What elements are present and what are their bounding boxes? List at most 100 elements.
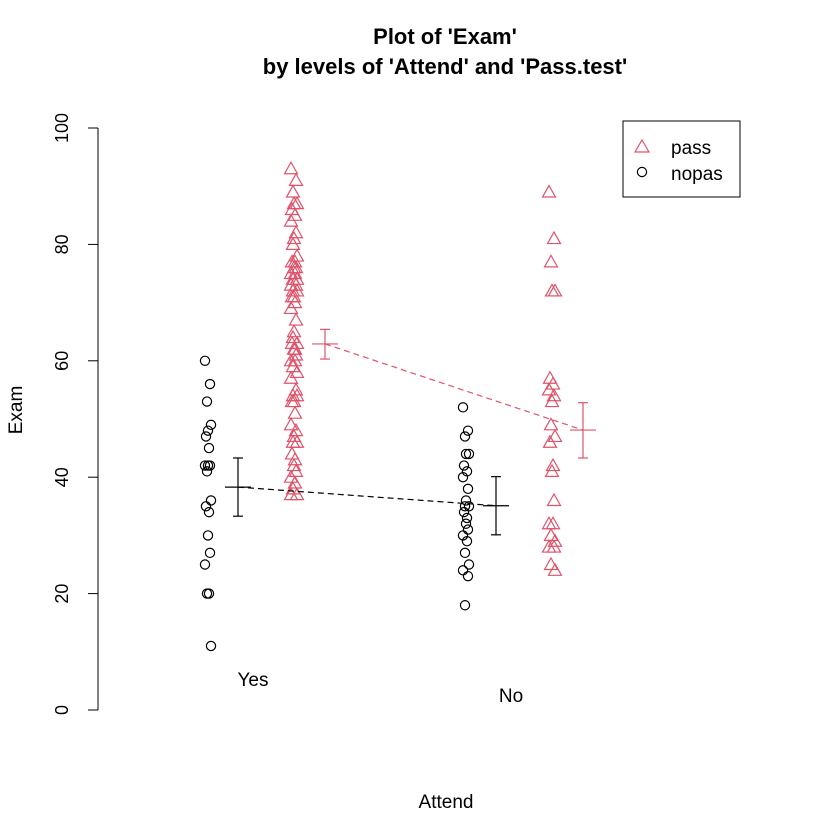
point-marker	[547, 533, 563, 547]
point-marker	[463, 448, 475, 460]
category-label: No	[499, 686, 523, 707]
point-marker	[288, 312, 304, 326]
point-marker	[283, 161, 299, 175]
legend-label-nopas: nopas	[671, 164, 723, 185]
point-marker	[459, 547, 471, 559]
point-marker	[283, 213, 299, 227]
point-marker	[541, 382, 557, 396]
point-marker	[463, 559, 475, 570]
point-marker	[201, 396, 213, 407]
point-marker	[457, 565, 469, 576]
legend-circle-icon	[636, 166, 648, 178]
point-marker	[546, 539, 562, 553]
point-marker	[461, 512, 473, 524]
point-marker	[203, 506, 215, 518]
data-markers	[199, 161, 563, 652]
point-marker	[460, 518, 472, 529]
category-label: Yes	[238, 670, 269, 691]
point-marker	[543, 254, 559, 268]
point-marker	[544, 463, 560, 477]
point-marker	[543, 527, 559, 542]
point-marker	[459, 431, 471, 442]
point-marker	[462, 483, 474, 495]
point-marker	[203, 442, 215, 454]
point-marker	[283, 486, 299, 501]
point-marker	[202, 425, 214, 436]
y-tick-label: 20	[52, 584, 72, 604]
point-marker	[202, 460, 214, 471]
point-marker	[287, 294, 303, 309]
point-marker	[204, 378, 216, 390]
y-tick-label: 60	[52, 351, 72, 371]
point-marker	[462, 570, 474, 582]
point-marker	[547, 562, 563, 576]
point-marker	[459, 600, 471, 611]
point-marker	[283, 417, 299, 431]
point-marker	[285, 184, 301, 198]
error-bars	[225, 328, 596, 536]
y-tick-label: 40	[52, 467, 72, 487]
chart-title-line1: Plot of 'Exam'	[373, 24, 517, 49]
mean-line	[324, 343, 584, 431]
point-marker	[546, 388, 562, 402]
point-marker	[460, 495, 472, 506]
point-marker	[285, 358, 301, 373]
y-tick-label: 0	[52, 705, 72, 715]
point-marker	[286, 195, 302, 210]
point-marker	[545, 376, 561, 390]
legend-label-pass: pass	[671, 138, 711, 159]
mean-lines	[237, 343, 584, 507]
point-marker	[542, 434, 558, 448]
point-marker	[543, 556, 559, 571]
point-marker	[545, 457, 561, 472]
point-marker	[288, 259, 304, 274]
point-marker	[288, 347, 304, 361]
point-marker	[544, 393, 560, 408]
point-marker	[460, 448, 472, 460]
point-marker	[289, 434, 305, 448]
y-axis: 0 20 40 60 80 100	[52, 113, 99, 715]
point-marker	[286, 230, 302, 245]
point-marker	[287, 353, 303, 367]
point-marker	[286, 323, 302, 338]
mean-line	[237, 486, 497, 507]
point-marker	[547, 428, 563, 443]
point-marker	[289, 248, 305, 262]
point-marker	[546, 230, 562, 245]
point-marker	[202, 530, 214, 541]
point-marker	[458, 506, 470, 518]
point-marker	[201, 466, 213, 477]
point-marker	[287, 207, 303, 221]
point-marker	[200, 431, 212, 442]
point-marker	[201, 588, 213, 599]
point-marker	[457, 402, 469, 413]
point-marker	[288, 172, 304, 186]
point-marker	[543, 417, 559, 431]
y-tick-label: 100	[52, 113, 72, 143]
point-marker	[283, 370, 299, 384]
point-marker	[287, 405, 303, 419]
point-marker	[546, 492, 562, 507]
point-marker	[545, 516, 561, 530]
x-axis-label: Attend	[419, 792, 474, 813]
category-labels: Yes No	[238, 670, 524, 707]
point-marker	[287, 475, 303, 489]
legend: pass nopas	[622, 120, 741, 198]
point-marker	[285, 329, 301, 344]
point-marker	[285, 481, 301, 495]
legend-triangle-icon	[633, 138, 651, 153]
point-marker	[457, 472, 469, 483]
point-marker	[289, 364, 305, 379]
point-marker	[287, 452, 303, 466]
point-marker	[283, 469, 299, 483]
chart-title-line2: by levels of 'Attend' and 'Pass.test'	[263, 54, 627, 79]
point-marker	[462, 524, 474, 535]
y-tick-label: 80	[52, 234, 72, 254]
point-marker	[283, 300, 299, 315]
point-marker	[199, 559, 211, 570]
point-marker	[458, 460, 470, 471]
point-marker	[288, 225, 304, 239]
point-marker	[284, 393, 300, 408]
point-marker	[199, 460, 211, 471]
